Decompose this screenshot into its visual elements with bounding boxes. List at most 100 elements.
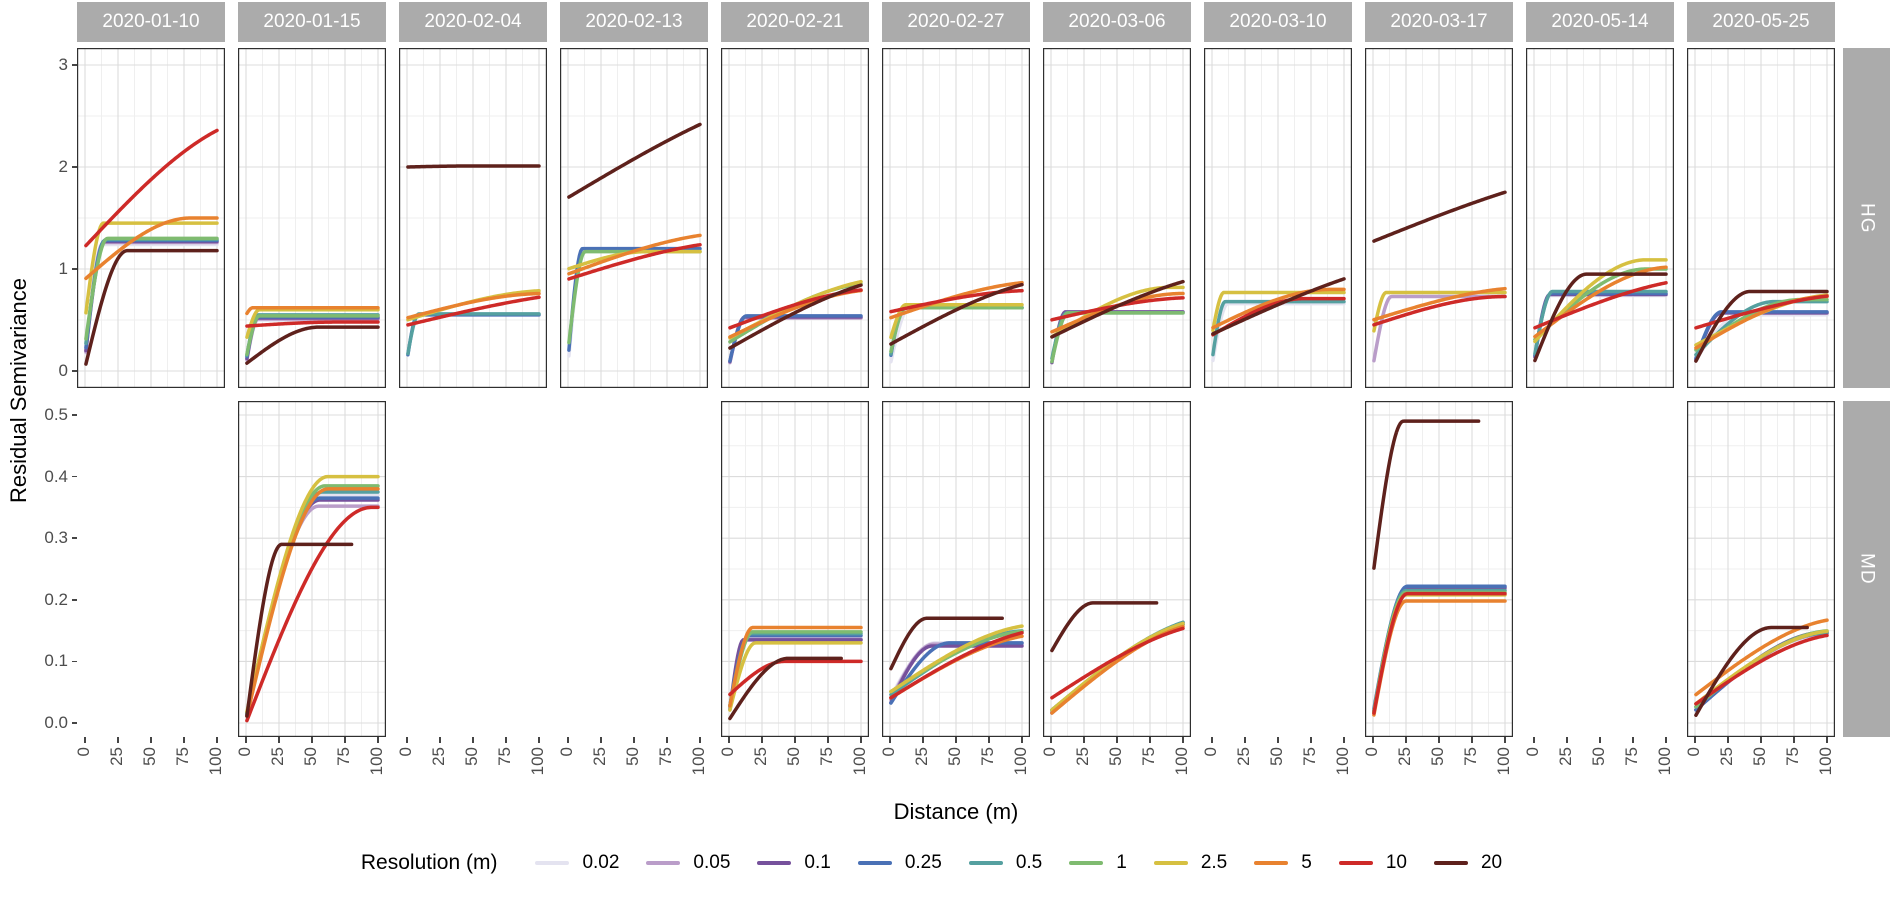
- y-tick-mark: [72, 722, 77, 724]
- legend-label: 0.05: [693, 852, 731, 873]
- legend-label: 20: [1480, 852, 1503, 873]
- y-tick-mark: [72, 660, 77, 663]
- legend-title: Resolution (m): [360, 851, 498, 874]
- legend-swatch-0.02: [535, 861, 570, 865]
- x-axis-2020-02-21: 0 25 50 75 100: [718, 737, 882, 795]
- legend-item-0.1: 0.1: [757, 852, 831, 874]
- legend-swatch-2.5: [1153, 861, 1188, 865]
- legend-swatch-1: [1069, 861, 1104, 865]
- x-tick-mark: [1632, 737, 1634, 743]
- facet-row-strip-label: MD: [1856, 553, 1878, 585]
- x-tick-label: 100: [1816, 747, 1835, 776]
- x-tick-label: 0: [1523, 747, 1542, 757]
- x-tick-mark: [633, 737, 635, 743]
- facet-row-strip-label: HG: [1856, 202, 1878, 234]
- x-tick-mark: [1343, 737, 1345, 743]
- x-tick-mark: [505, 737, 507, 743]
- x-tick-mark: [1211, 737, 1213, 743]
- x-axis-2020-03-10: 0 25 50 75 100: [1201, 737, 1365, 795]
- x-tick-label: 75: [1622, 747, 1641, 766]
- row-strip-spacer: [1835, 48, 1843, 388]
- x-tick-label: 100: [528, 747, 547, 776]
- y-tick-label: 2: [58, 157, 68, 176]
- legend-item-2.5: 2.5: [1153, 852, 1228, 874]
- y-tick-label: 0.3: [44, 528, 68, 548]
- x-tick-label: 0: [74, 747, 93, 757]
- facet-strip-2020-05-14: 2020-05-14: [1526, 2, 1674, 42]
- legend-label: 0.5: [1015, 852, 1043, 873]
- x-tick-mark: [567, 737, 569, 743]
- x-tick-label: 0: [1201, 747, 1220, 757]
- x-tick-mark: [1566, 737, 1568, 743]
- x-tick-mark: [761, 737, 763, 743]
- y-tick-mark: [72, 370, 77, 372]
- panel-HG-2020-03-17: [1365, 48, 1526, 388]
- x-tick-label: 100: [850, 747, 869, 776]
- y-tick-label: 0.4: [44, 466, 68, 486]
- panel-HG-2020-02-21: [721, 48, 882, 388]
- facet-strip-row: 2020-01-10 2020-01-15 2020-02-04 2020-02-13…: [0, 0, 1890, 42]
- row-strip-spacer: [1835, 401, 1843, 737]
- y-tick-mark: [72, 64, 77, 66]
- legend-label: 0.1: [804, 852, 831, 873]
- x-tick-label: 50: [140, 747, 159, 766]
- x-tick-mark: [600, 737, 602, 743]
- x-tick-mark: [988, 737, 990, 743]
- x-tick-mark: [311, 737, 313, 743]
- facet-strip-2020-03-06: 2020-03-06: [1043, 2, 1191, 42]
- x-tick-mark: [183, 737, 185, 743]
- x-tick-label: 50: [945, 747, 964, 766]
- x-tick-mark: [666, 737, 668, 743]
- x-tick-label: 100: [1655, 747, 1674, 776]
- legend-label: 2.5: [1200, 852, 1228, 873]
- x-tick-mark: [827, 737, 829, 743]
- panel-empty-MD-2020-02-13: [560, 401, 721, 737]
- x-tick-label: 75: [817, 747, 836, 766]
- x-tick-label: 100: [1333, 747, 1352, 776]
- y-tick-mark: [72, 166, 77, 168]
- x-tick-mark: [84, 737, 86, 743]
- x-tick-label: 50: [784, 747, 803, 766]
- y-tick-label: 0: [58, 361, 68, 380]
- panel-HG-2020-05-25: [1687, 48, 1835, 388]
- x-tick-label: 0: [396, 747, 415, 757]
- legend-label: 10: [1385, 852, 1407, 873]
- x-tick-mark: [216, 737, 218, 743]
- y-tick-label: 1: [58, 259, 68, 278]
- y-tick-label: 0.1: [44, 651, 68, 671]
- y-tick-mark: [72, 475, 77, 478]
- x-tick-mark: [1599, 737, 1601, 743]
- x-axis-2020-03-06: 0 25 50 75 100: [1040, 737, 1204, 795]
- facet-strip-2020-02-27: 2020-02-27: [882, 2, 1030, 42]
- x-tick-mark: [1277, 737, 1279, 743]
- legend-item-0.25: 0.25: [857, 852, 942, 874]
- x-tick-label: 25: [1395, 747, 1414, 766]
- x-tick-label: 50: [1267, 747, 1286, 766]
- legend-item-0.02: 0.02: [535, 852, 619, 874]
- x-axis-ticks-row: 0 25 50 75 100 0 25 50 75 100 0 25 50 75 100 0 25 50 75 100…: [0, 737, 1890, 795]
- panel-empty-MD-2020-05-14: [1526, 401, 1687, 737]
- x-tick-mark: [1372, 737, 1374, 743]
- x-tick-mark: [1116, 737, 1118, 743]
- x-tick-mark: [1310, 737, 1312, 743]
- x-tick-label: 100: [206, 747, 225, 776]
- x-tick-mark: [1793, 737, 1795, 743]
- x-tick-mark: [1149, 737, 1151, 743]
- facet-row-hg: 0 1 2 3 HG: [0, 48, 1890, 388]
- y-tick-label: 0.0: [44, 713, 68, 732]
- panel-HG-2020-03-10: [1204, 48, 1365, 388]
- x-tick-mark: [1760, 737, 1762, 743]
- x-tick-mark: [1050, 737, 1052, 743]
- x-tick-label: 75: [1139, 747, 1158, 766]
- x-tick-label: 25: [268, 747, 287, 766]
- panel-HG-2020-05-14: [1526, 48, 1687, 388]
- legend-label: 0.25: [904, 852, 942, 873]
- x-axis-2020-02-27: 0 25 50 75 100: [879, 737, 1043, 795]
- panel-MD-2020-05-25: [1687, 401, 1835, 737]
- x-tick-mark: [1826, 737, 1828, 743]
- y-tick-mark: [72, 599, 77, 601]
- x-axis-title: Distance (m): [893, 799, 1019, 824]
- x-tick-mark: [889, 737, 891, 743]
- x-tick-label: 100: [689, 747, 708, 776]
- x-tick-mark: [1083, 737, 1085, 743]
